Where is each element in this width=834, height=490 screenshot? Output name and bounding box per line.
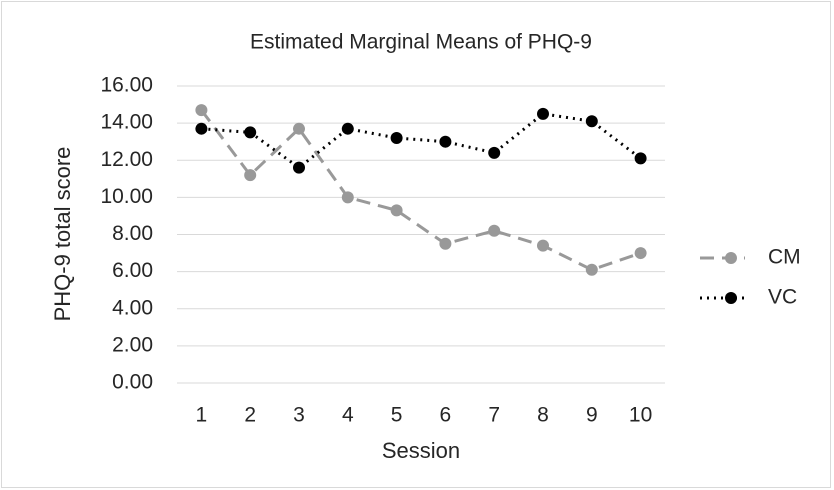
x-tick-label: 6 bbox=[440, 404, 452, 427]
legend-marker bbox=[725, 252, 737, 264]
x-tick-label: 3 bbox=[293, 404, 305, 427]
marker bbox=[488, 224, 501, 237]
y-tick-label: 2.00 bbox=[112, 333, 153, 356]
marker bbox=[488, 146, 501, 159]
chart-title: Estimated Marginal Means of PHQ-9 bbox=[250, 31, 592, 54]
y-tick-label: 4.00 bbox=[112, 296, 153, 319]
x-tick-label: 1 bbox=[196, 404, 208, 427]
y-tick-label: 0.00 bbox=[112, 371, 153, 394]
x-tick-label: 2 bbox=[244, 404, 256, 427]
x-tick-label: 5 bbox=[391, 404, 403, 427]
y-axis-label: PHQ-9 total score bbox=[50, 147, 75, 322]
line bbox=[200, 109, 642, 272]
marker bbox=[585, 115, 598, 128]
x-tick-label: 10 bbox=[629, 404, 652, 427]
marker bbox=[195, 104, 208, 117]
marker bbox=[341, 122, 354, 135]
marker bbox=[537, 107, 549, 120]
marker bbox=[390, 204, 403, 217]
marker bbox=[537, 239, 549, 252]
marker bbox=[634, 152, 647, 165]
x-tick-label: 4 bbox=[342, 404, 354, 427]
y-tick-label: 8.00 bbox=[112, 222, 153, 245]
x-tick-label: 8 bbox=[537, 404, 549, 427]
marker bbox=[244, 169, 257, 182]
y-tick-label: 14.00 bbox=[100, 111, 153, 134]
marker bbox=[390, 131, 403, 144]
legend-marker bbox=[725, 292, 737, 304]
marker bbox=[341, 191, 354, 204]
legend-label: CM bbox=[768, 246, 801, 269]
marker bbox=[293, 122, 305, 135]
legend-label: VC bbox=[768, 286, 797, 309]
marker bbox=[244, 126, 257, 139]
y-tick-label: 6.00 bbox=[112, 259, 153, 282]
marker bbox=[293, 161, 305, 174]
marker bbox=[195, 122, 208, 135]
x-tick-label: 7 bbox=[488, 404, 500, 427]
marker bbox=[439, 237, 452, 250]
x-axis-label: Session bbox=[382, 438, 460, 463]
y-tick-label: 16.00 bbox=[100, 74, 153, 97]
line bbox=[201, 112, 642, 170]
y-tick-label: 10.00 bbox=[100, 185, 153, 208]
marker bbox=[585, 263, 598, 276]
y-tick-label: 12.00 bbox=[100, 148, 153, 171]
marker bbox=[634, 247, 647, 260]
x-tick-label: 9 bbox=[586, 404, 598, 427]
marker bbox=[439, 135, 452, 148]
